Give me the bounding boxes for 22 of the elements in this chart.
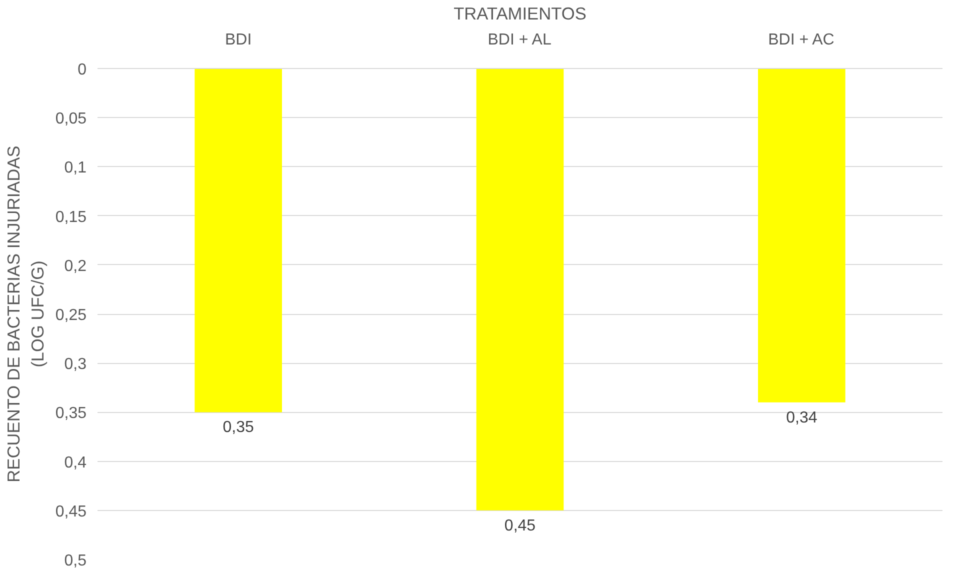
x-tick-label: BDI + AL (488, 32, 552, 48)
data-label: 0,45 (504, 517, 536, 534)
y-tick-label: 0,1 (64, 160, 87, 177)
y-tick-label: 0,15 (55, 208, 87, 226)
bar (194, 68, 282, 412)
y-tick-label: 0,2 (64, 258, 87, 275)
y-tick-label: 0,45 (55, 503, 87, 520)
x-tick-label: BDI + AC (768, 32, 834, 48)
data-label: 0,35 (222, 419, 254, 436)
y-tick-label: 0,5 (64, 552, 87, 570)
x-axis-title: TRATAMIENTOS (454, 4, 586, 24)
y-tick-label: 0,05 (55, 110, 87, 128)
bar (758, 68, 846, 402)
y-tick-label: 0,25 (55, 307, 87, 324)
bar (476, 68, 564, 510)
y-tick-label: 0,35 (55, 405, 87, 422)
y-tick-label: 0,4 (64, 454, 87, 472)
x-tick-label: BDI (224, 32, 252, 48)
y-tick-label: 0,3 (64, 356, 87, 374)
y-axis-title: RECUENTO DE BACTERIAS INJURIADAS (LOG UFC/G) (3, 146, 48, 482)
y-tick-label: 0 (78, 62, 87, 78)
data-label: 0,34 (786, 409, 818, 426)
